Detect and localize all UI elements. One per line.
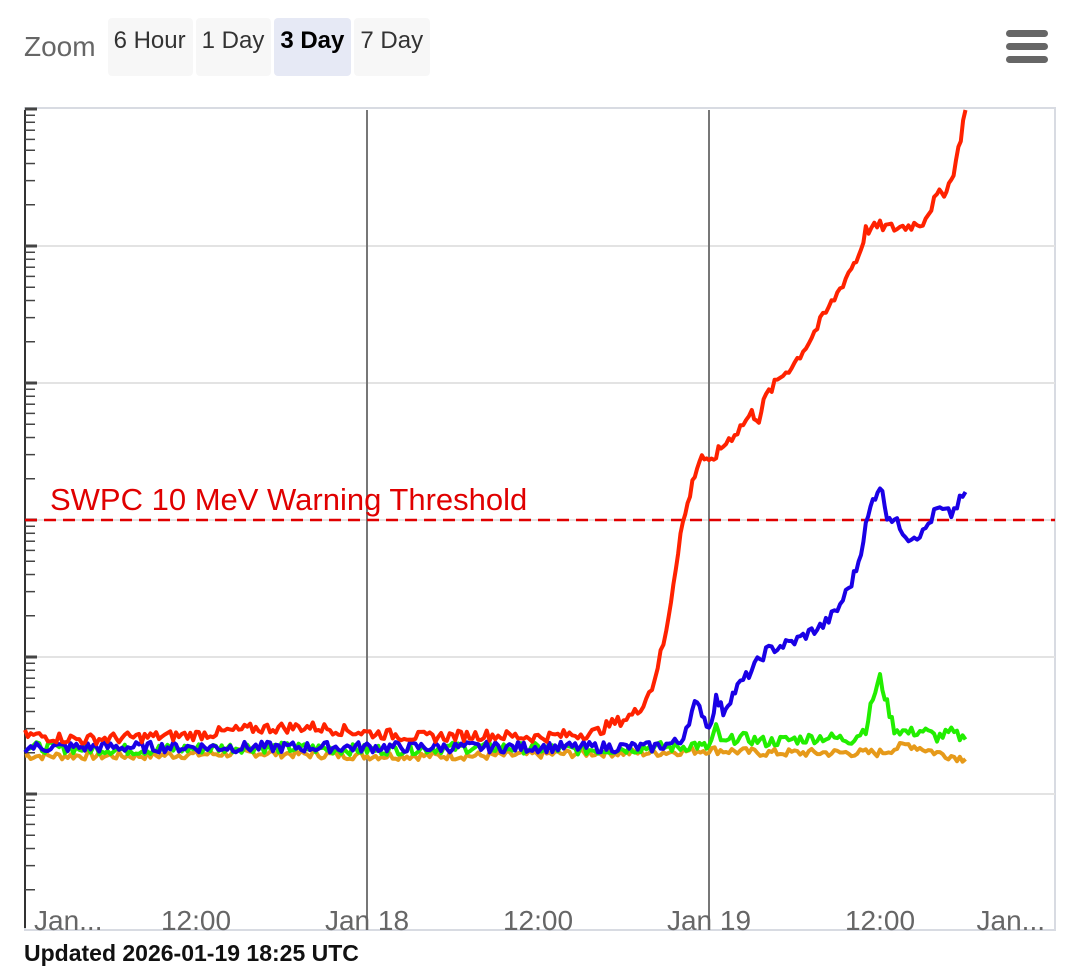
hamburger-menu-icon[interactable]	[1004, 28, 1050, 66]
zoom-bar: Zoom 6 Hour 1 Day 3 Day 7 Day	[24, 18, 433, 78]
x-tick-label: Jan 19	[667, 905, 751, 936]
x-tick-label: 12:00	[845, 905, 915, 936]
x-tick-label: Jan...	[34, 905, 102, 936]
x-tick-label: Jan...	[977, 905, 1045, 936]
zoom-label: Zoom	[24, 31, 96, 62]
updated-timestamp: Updated 2026-01-19 18:25 UTC	[24, 940, 359, 966]
x-tick-label: 12:00	[503, 905, 573, 936]
x-tick-label: Jan 18	[325, 905, 409, 936]
threshold-label: SWPC 10 MeV Warning Threshold	[50, 482, 527, 517]
zoom-7-day-button[interactable]: 7 Day	[354, 18, 431, 76]
zoom-1-day-button[interactable]: 1 Day	[195, 18, 272, 76]
series-line-10mev	[23, 109, 968, 747]
series-line-500mev	[24, 741, 967, 764]
zoom-3-day-button[interactable]: 3 Day	[274, 18, 352, 76]
series-line-50mev	[23, 486, 968, 755]
zoom-6-hour-button[interactable]: 6 Hour	[107, 18, 193, 76]
x-tick-label: 12:00	[161, 905, 231, 936]
